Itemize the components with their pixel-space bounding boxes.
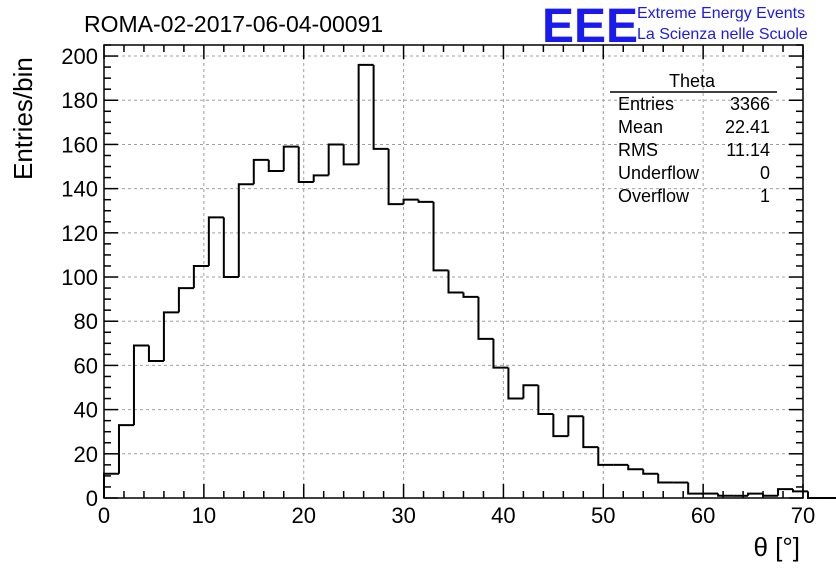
x-tick-label: 0 bbox=[98, 503, 110, 528]
histogram-bin bbox=[297, 146, 314, 184]
histogram-bin bbox=[477, 296, 494, 340]
stats-label: Overflow bbox=[618, 186, 690, 206]
x-tick-label: 70 bbox=[791, 503, 815, 528]
histogram-bin bbox=[462, 292, 479, 298]
histogram-bin bbox=[147, 345, 164, 362]
x-tick-label: 50 bbox=[591, 503, 615, 528]
histogram-bin bbox=[162, 311, 179, 361]
histogram-bin bbox=[192, 264, 209, 289]
x-tick-label: 40 bbox=[491, 503, 515, 528]
histogram-bars bbox=[103, 63, 836, 499]
histogram-bin bbox=[582, 416, 599, 449]
eee-logo: EEE Extreme Energy Events La Scienza nel… bbox=[542, 0, 808, 53]
y-tick-label: 80 bbox=[74, 309, 98, 334]
histogram-bin bbox=[657, 473, 674, 484]
histogram-bin bbox=[806, 491, 823, 499]
x-axis-title: θ [°] bbox=[753, 532, 800, 562]
axis-ticks bbox=[103, 44, 804, 499]
histogram-bin bbox=[552, 414, 569, 438]
tick-labels: 0 10 20 30 40 50 60 700204060801001201401601802… bbox=[61, 44, 815, 528]
stats-value: 3366 bbox=[730, 94, 770, 114]
y-tick-label: 60 bbox=[74, 353, 98, 378]
chart-title: ROMA-02-2017-06-04-00091 bbox=[84, 11, 383, 37]
histogram-bin bbox=[507, 367, 524, 400]
stats-label: Underflow bbox=[618, 163, 700, 183]
histogram-bin bbox=[447, 270, 464, 294]
histogram-bin bbox=[103, 472, 119, 498]
histogram-bin bbox=[642, 469, 659, 475]
histogram-bin bbox=[717, 493, 734, 497]
histogram-bin bbox=[372, 64, 389, 150]
histogram-bin bbox=[282, 145, 299, 171]
x-tick-label: 60 bbox=[691, 503, 715, 528]
y-tick-label: 120 bbox=[61, 221, 98, 246]
x-tick-label: 30 bbox=[391, 503, 415, 528]
histogram-bin bbox=[777, 488, 794, 496]
stats-box: Theta Entries 3366 Mean 22.41 RMS 11.14 Underf… bbox=[610, 71, 777, 206]
histogram-bin bbox=[687, 482, 704, 495]
x-tick-label: 10 bbox=[192, 503, 216, 528]
y-tick-label: 100 bbox=[61, 265, 98, 290]
stats-value: 11.14 bbox=[726, 140, 770, 160]
y-tick-label: 40 bbox=[74, 398, 98, 423]
eee-logo-mark: EEE bbox=[542, 0, 638, 53]
histogram-bin bbox=[267, 159, 284, 172]
stats-value: 22.41 bbox=[725, 117, 770, 137]
stats-value: 1 bbox=[760, 186, 770, 206]
y-tick-label: 160 bbox=[61, 132, 98, 157]
y-tick-label: 180 bbox=[61, 88, 98, 113]
histogram-bin bbox=[597, 447, 614, 466]
histogram-bin bbox=[132, 344, 149, 426]
stats-title: Theta bbox=[669, 71, 716, 91]
histogram-bin bbox=[312, 174, 329, 183]
histogram-bin bbox=[747, 492, 764, 496]
histogram-bin bbox=[627, 464, 644, 471]
histogram-bin bbox=[567, 415, 584, 437]
histogram-bin bbox=[417, 199, 434, 203]
grid-lines bbox=[104, 45, 803, 498]
y-axis-title: Entries/bin bbox=[8, 57, 38, 180]
y-tick-label: 200 bbox=[61, 44, 98, 69]
histogram-bin bbox=[207, 216, 224, 266]
plot-frame bbox=[103, 44, 804, 499]
histogram-bin bbox=[117, 424, 134, 474]
histogram-bin bbox=[402, 198, 419, 205]
stats-label: RMS bbox=[618, 140, 658, 160]
stats-rows: Entries 3366 Mean 22.41 RMS 11.14 Underflow 0 Ov… bbox=[618, 94, 770, 206]
histogram-bin bbox=[762, 493, 779, 497]
histogram-bin bbox=[177, 287, 194, 313]
logo-line-2: La Scienza nelle Scuole bbox=[637, 26, 808, 43]
y-tick-label: 20 bbox=[74, 442, 98, 467]
x-tick-label: 20 bbox=[291, 503, 315, 528]
histogram-bin bbox=[522, 384, 539, 399]
stats-label: Mean bbox=[618, 117, 663, 137]
histogram-bin bbox=[342, 144, 359, 166]
histogram-bin bbox=[327, 143, 344, 176]
logo-line-1: Extreme Energy Events bbox=[637, 5, 805, 22]
histogram-bin bbox=[237, 183, 254, 278]
y-tick-label: 140 bbox=[61, 177, 98, 202]
histogram-bin bbox=[792, 489, 808, 493]
histogram-bin bbox=[387, 148, 404, 206]
stats-value: 0 bbox=[760, 163, 770, 183]
histogram-bin bbox=[537, 385, 554, 416]
histogram-bin bbox=[492, 338, 509, 369]
histogram-bin bbox=[222, 217, 239, 279]
histogram-bin bbox=[432, 201, 449, 272]
histogram-bin bbox=[357, 63, 374, 165]
histogram-bin bbox=[252, 158, 269, 185]
stats-label: Entries bbox=[618, 94, 674, 114]
y-tick-label: 0 bbox=[86, 486, 98, 511]
